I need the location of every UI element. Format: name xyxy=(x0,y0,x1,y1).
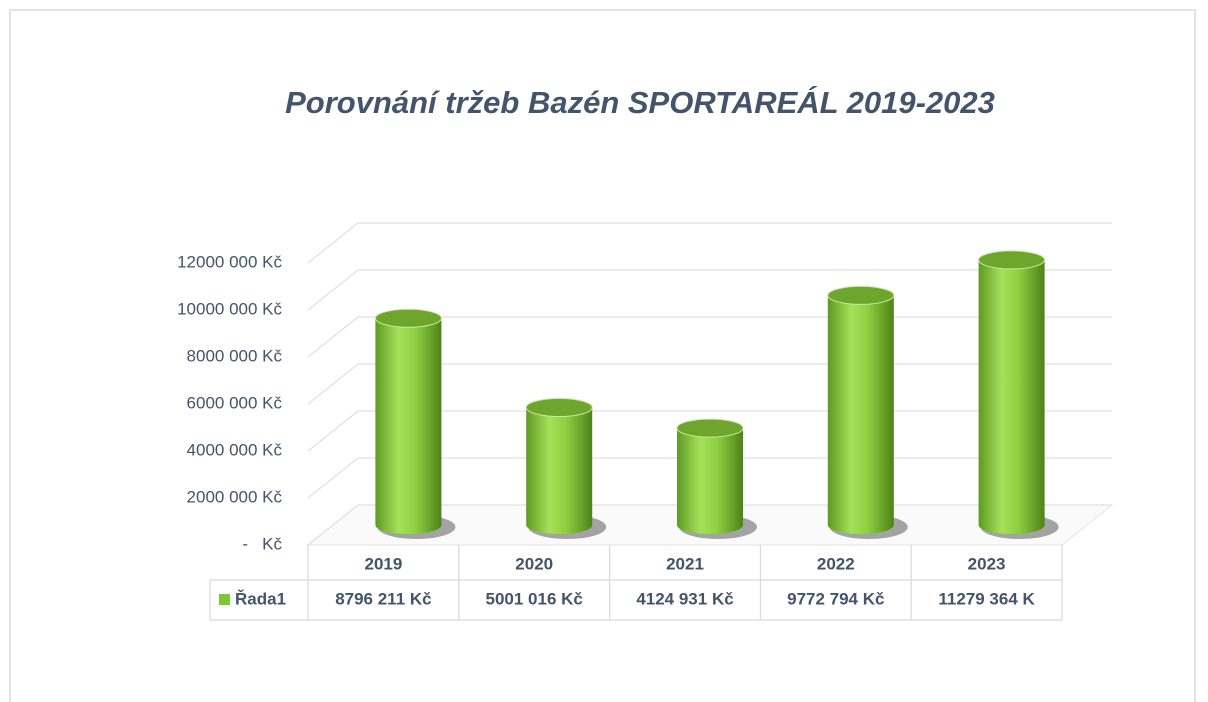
y-tick-label: - Kč xyxy=(242,534,282,553)
grid-line xyxy=(307,222,1112,264)
x-tick-label: 2021 xyxy=(666,554,704,573)
frame xyxy=(9,9,1196,702)
y-tick-label: 2000 000 Kč xyxy=(187,487,283,506)
x-tick-label: 2022 xyxy=(817,554,855,573)
table-value: 5001 016 Kč xyxy=(486,589,583,608)
x-tick-label: 2020 xyxy=(515,554,553,573)
bar-top xyxy=(525,397,593,417)
bar xyxy=(526,407,593,534)
x-tick-label: 2023 xyxy=(968,554,1006,573)
bar xyxy=(677,428,743,534)
grid-line xyxy=(307,269,1112,311)
y-tick-label: 6000 000 Kč xyxy=(187,393,283,412)
y-tick-label: 8000 000 Kč xyxy=(187,346,283,365)
bar-top xyxy=(374,308,442,328)
y-tick-label: 12000 000 Kč xyxy=(177,252,282,271)
y-tick-label: 4000 000 Kč xyxy=(187,440,283,459)
x-tick-label: 2019 xyxy=(364,554,402,573)
legend-label: Řada1 xyxy=(235,589,286,608)
table-value: 9772 794 Kč xyxy=(787,589,884,608)
bar-top xyxy=(676,418,744,438)
bar xyxy=(978,259,1045,534)
legend-key xyxy=(219,594,230,605)
table-value: 8796 211 Kč xyxy=(335,589,431,608)
chart-title: Porovnání tržeb Bazén SPORTAREÁL 2019-20… xyxy=(285,85,995,120)
table-value: 11279 364 K xyxy=(938,589,1035,608)
bar xyxy=(827,295,894,534)
bar xyxy=(375,318,442,534)
table-value: 4124 931 Kč xyxy=(636,589,733,608)
y-tick-label: 10000 000 Kč xyxy=(177,299,282,318)
bar-top xyxy=(827,285,895,305)
bar-top xyxy=(978,250,1046,270)
